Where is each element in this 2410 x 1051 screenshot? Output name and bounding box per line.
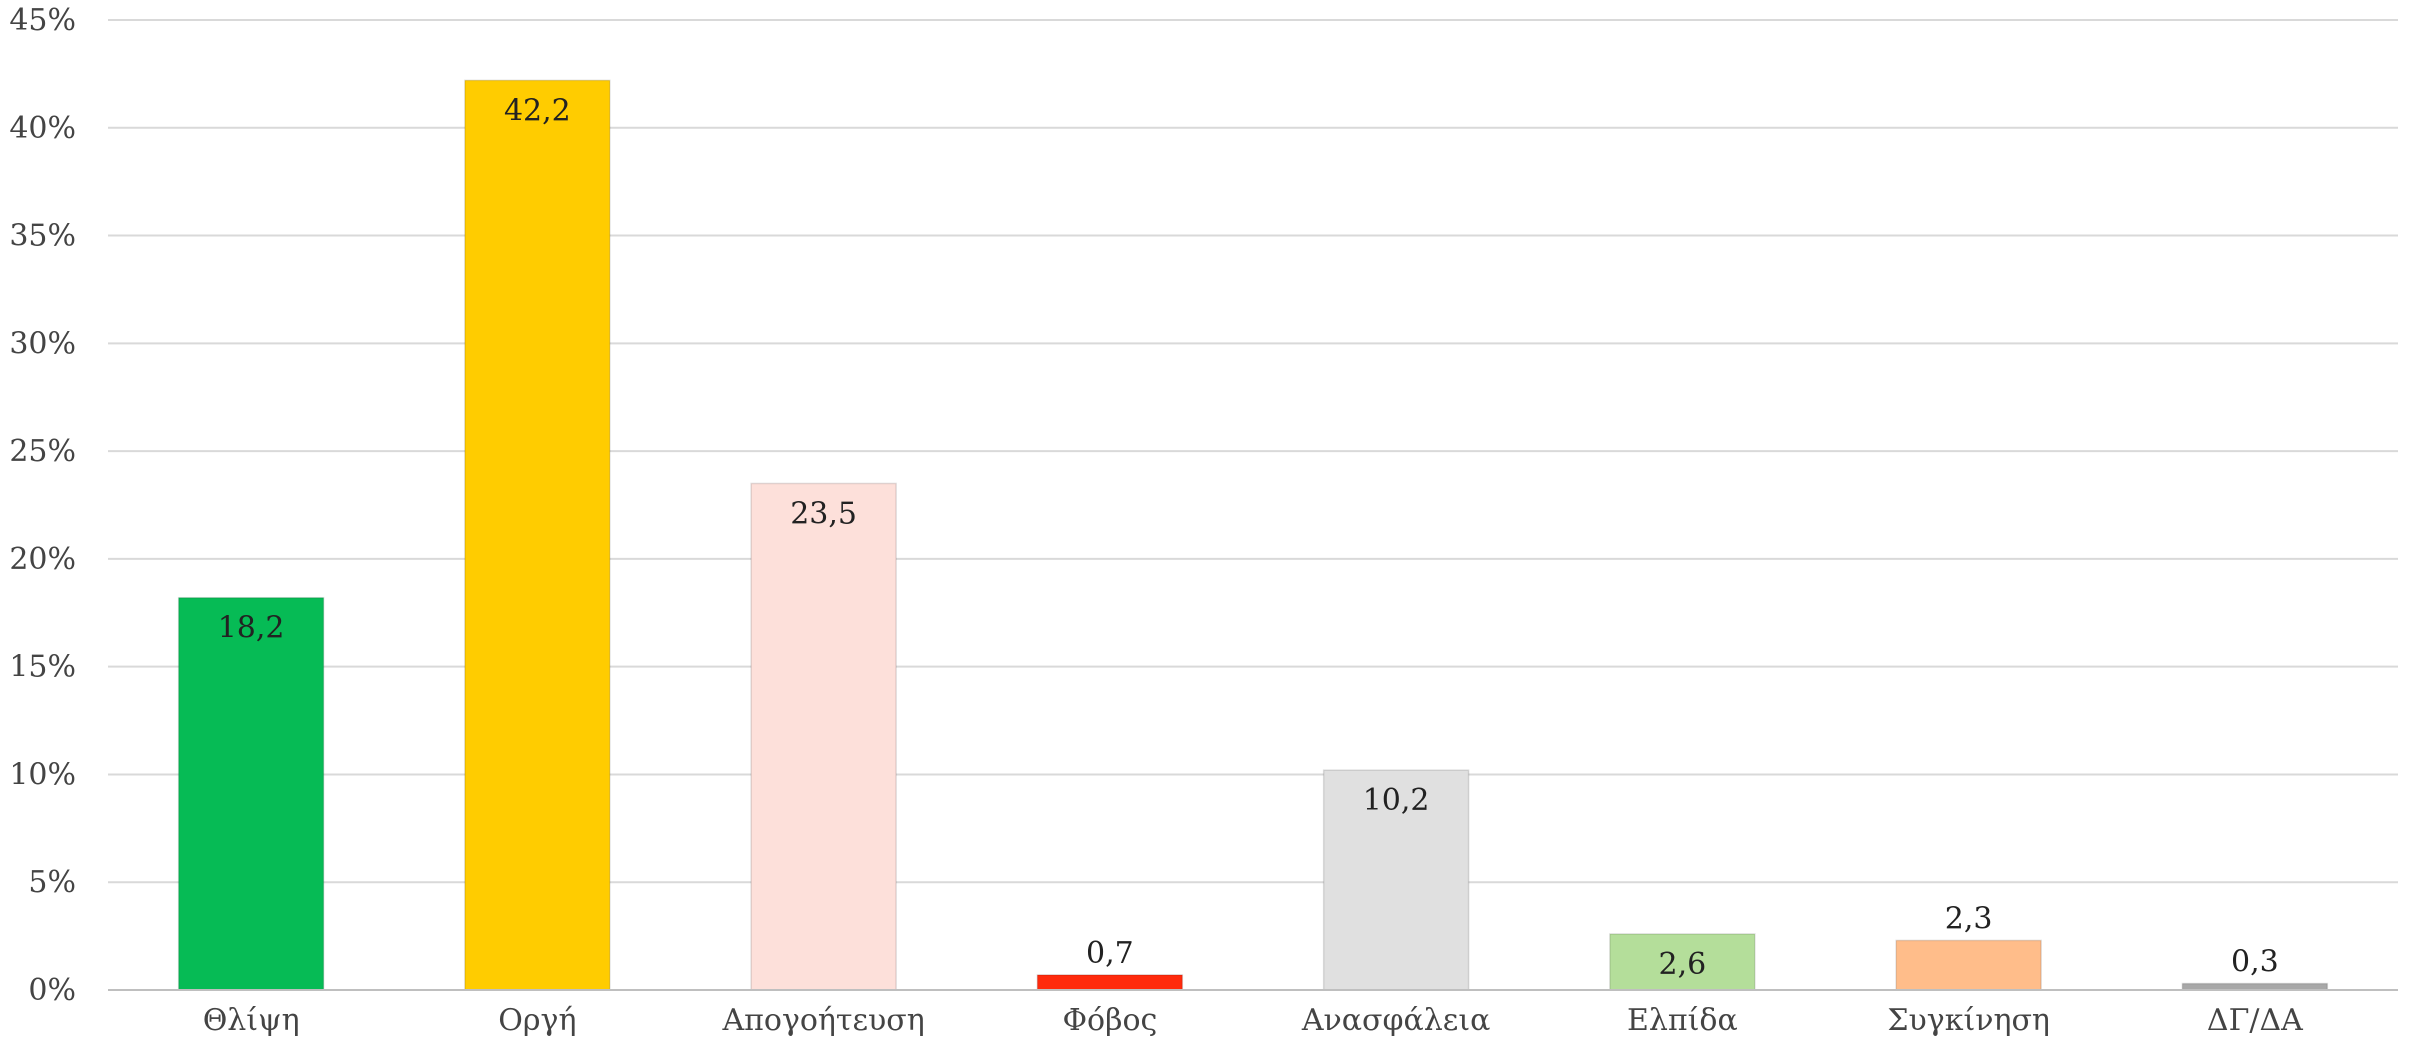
x-tick-label: Απογοήτευση — [722, 1003, 925, 1038]
y-tick-label: 40% — [9, 111, 76, 146]
data-label: 0,7 — [1086, 936, 1134, 971]
y-tick-label: 45% — [9, 3, 76, 38]
x-axis-tick-labels: Θλίψη Οργή Απογοήτευση Φόβος Ανασφάλεια Ελπίδ… — [203, 1003, 2303, 1038]
x-tick-label: Θλίψη — [203, 1003, 300, 1038]
y-tick-label: 20% — [9, 542, 76, 577]
y-tick-label: 30% — [9, 326, 76, 361]
y-tick-label: 10% — [9, 757, 76, 792]
gridlines — [108, 19, 2398, 884]
bars — [177, 79, 2329, 991]
x-tick-label: ΔΓ/ΔΑ — [2207, 1003, 2303, 1038]
data-label: 10,2 — [1363, 783, 1430, 818]
x-tick-label: Ελπίδα — [1627, 1003, 1738, 1038]
data-labels: 18,2 42,2 23,5 0,7 10,2 2,6 2,3 0,3 — [218, 93, 2279, 982]
y-tick-label: 0% — [28, 973, 76, 1008]
bar-2 — [750, 482, 897, 991]
data-label: 42,2 — [504, 93, 571, 128]
data-label: 2,6 — [1659, 947, 1707, 982]
x-tick-label: Οργή — [498, 1003, 576, 1038]
data-label: 23,5 — [790, 496, 857, 531]
bar-3 — [1036, 974, 1184, 991]
y-tick-label: 35% — [9, 219, 76, 254]
bar-1 — [464, 79, 611, 991]
data-label: 0,3 — [2231, 945, 2279, 980]
data-label: 2,3 — [1945, 901, 1993, 936]
y-tick-label: 25% — [9, 434, 76, 469]
x-tick-label: Συγκίνηση — [1887, 1003, 2050, 1038]
y-tick-label: 15% — [9, 650, 76, 685]
x-tick-label: Φόβος — [1062, 1003, 1157, 1038]
data-label: 18,2 — [218, 611, 285, 646]
bar-0 — [177, 596, 325, 991]
y-axis-tick-labels: 0% 5% 10% 15% 20% 25% 30% 35% 40% 45% — [9, 3, 76, 1008]
x-tick-label: Ανασφάλεια — [1301, 1003, 1490, 1038]
y-tick-label: 5% — [28, 865, 76, 900]
bar-4 — [1322, 769, 1470, 991]
bar-6 — [1895, 939, 2042, 991]
